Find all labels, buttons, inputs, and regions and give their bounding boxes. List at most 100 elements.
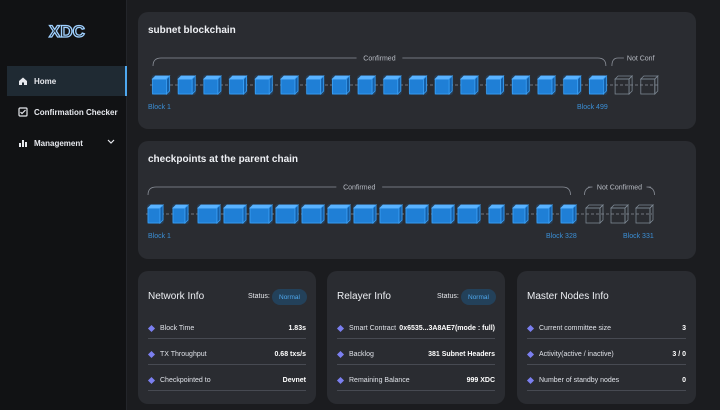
checkpoint-chain-visual: Confirmed Not Confirmed (146, 185, 655, 224)
confirmed-block[interactable] (305, 75, 325, 95)
confirmed-block[interactable] (177, 75, 197, 95)
row-value: 0.68 txs/s (274, 351, 306, 358)
row-value: 3 (682, 325, 686, 332)
row-key: Checkpointed to (160, 377, 211, 384)
sidebar-item-home[interactable]: Home (7, 66, 127, 96)
unconfirmed-checkpoint-block[interactable] (585, 204, 604, 224)
not-confirmed-bracket: Not Conf (611, 56, 655, 67)
confirmed-checkpoint-block[interactable] (431, 204, 455, 224)
row-key: Number of standby nodes (539, 377, 620, 384)
confirmed-block[interactable] (485, 75, 505, 95)
info-row: Backlog 381 Subnet Headers (336, 345, 495, 365)
confirmed-checkpoint-block[interactable] (379, 204, 403, 224)
confirmed-checkpoint-block[interactable] (223, 204, 247, 224)
confirmed-block[interactable] (511, 75, 531, 95)
confirmed-checkpoint-block[interactable] (147, 204, 164, 224)
master-nodes-info-card: Master Nodes Info Current committee size… (517, 271, 696, 404)
bullet-icon (147, 350, 156, 359)
bullet-icon (526, 350, 535, 359)
smart-contract-link[interactable]: 0x6535...3A8AE7(mode : full) (399, 325, 495, 332)
status-badge: Normal (272, 289, 307, 305)
confirmed-bracket: Confirmed (152, 56, 607, 67)
xdc-logo[interactable]: XDC (44, 20, 90, 42)
bullet-icon (147, 376, 156, 385)
confirmed-checkpoint-block[interactable] (353, 204, 377, 224)
confirmed-checkpoint-block[interactable] (275, 204, 299, 224)
row-key: TX Throughput (160, 351, 207, 358)
confirmed-block[interactable] (459, 75, 479, 95)
confirmed-block[interactable] (202, 75, 222, 95)
unconfirmed-checkpoint-block[interactable] (610, 204, 629, 224)
bullet-icon (526, 324, 535, 333)
not-confirmed-bracket: Not Confirmed (584, 185, 655, 196)
info-row: Block Time 1.83s (147, 319, 306, 339)
bullet-icon (336, 376, 345, 385)
last-block-label[interactable]: Block 331 (623, 233, 654, 240)
confirmed-block[interactable] (151, 75, 171, 95)
confirmed-block[interactable] (228, 75, 248, 95)
confirmed-block[interactable] (382, 75, 402, 95)
unconfirmed-block[interactable] (639, 75, 659, 95)
confirmed-block[interactable] (408, 75, 428, 95)
checkpoints-panel: checkpoints at the parent chain Confirme… (138, 141, 696, 259)
svg-text:Not Conf: Not Conf (627, 56, 655, 63)
row-value: Devnet (282, 377, 306, 384)
confirmed-bracket: Confirmed (147, 185, 571, 196)
row-key: Activity(active / inactive) (539, 351, 614, 358)
confirmed-checkpoint-block[interactable] (457, 204, 481, 224)
confirmed-checkpoint-block[interactable] (560, 204, 577, 224)
confirmed-block[interactable] (434, 75, 454, 95)
info-row: Remaining Balance 999 XDC (336, 371, 495, 391)
card-title: Master Nodes Info (527, 291, 609, 302)
info-row: Activity(active / inactive) 3 / 0 (526, 345, 686, 365)
card-title: Network Info (148, 291, 205, 302)
last-confirmed-block-label[interactable]: Block 328 (546, 233, 577, 240)
confirmed-block[interactable] (331, 75, 351, 95)
unconfirmed-block[interactable] (614, 75, 634, 95)
card-title: Relayer Info (337, 291, 391, 302)
confirmed-block[interactable] (254, 75, 274, 95)
status-label: Status: (437, 293, 459, 300)
info-row: Number of standby nodes 0 (526, 371, 686, 391)
confirmed-checkpoint-block[interactable] (405, 204, 429, 224)
row-value: 3 / 0 (672, 351, 686, 358)
confirmed-block[interactable] (537, 75, 556, 95)
confirmed-checkpoint-block[interactable] (488, 204, 505, 224)
svg-text:Confirmed: Confirmed (343, 185, 375, 192)
sidebar-item-label: Home (34, 76, 57, 86)
svg-text:Not Confirmed: Not Confirmed (597, 185, 642, 192)
sidebar-item-management[interactable]: Management (7, 128, 127, 158)
chevron-down-icon[interactable] (107, 139, 115, 145)
confirmed-checkpoint-block[interactable] (536, 204, 553, 224)
row-key: Backlog (349, 351, 374, 358)
confirmed-block[interactable] (562, 75, 582, 95)
first-block-label[interactable]: Block 1 (148, 104, 171, 111)
row-key: Block Time (160, 325, 195, 332)
confirmed-checkpoint-block[interactable] (172, 204, 189, 224)
confirmed-checkpoint-block[interactable] (512, 204, 529, 224)
confirmed-checkpoint-block[interactable] (197, 204, 221, 224)
info-row: Smart Contract 0x6535...3A8AE7(mode : fu… (336, 319, 495, 339)
confirmed-checkpoint-block[interactable] (301, 204, 325, 224)
checklist-icon (18, 107, 28, 117)
unconfirmed-checkpoint-block[interactable] (635, 204, 654, 224)
sidebar-item-confirmation-checker[interactable]: Confirmation Checker (7, 97, 127, 127)
confirmed-block[interactable] (357, 75, 377, 95)
first-block-label[interactable]: Block 1 (148, 233, 171, 240)
row-key: Smart Contract (349, 325, 397, 332)
confirmed-block[interactable] (280, 75, 299, 95)
sidebar: XDC Home Confirmation Checker Management (0, 0, 127, 410)
network-info-card: Network Info Status: Normal Block Time 1… (138, 271, 316, 404)
last-confirmed-block-label[interactable]: Block 499 (577, 104, 608, 111)
confirmed-block[interactable] (588, 75, 608, 95)
info-row: TX Throughput 0.68 txs/s (147, 345, 306, 365)
row-value: 999 XDC (466, 377, 495, 384)
row-value: 381 Subnet Headers (428, 351, 495, 358)
confirmed-checkpoint-block[interactable] (327, 204, 351, 224)
sidebar-item-label: Confirmation Checker (34, 107, 118, 117)
panel-title: subnet blockchain (148, 25, 236, 36)
confirmed-checkpoint-block[interactable] (249, 204, 273, 224)
row-value: 0 (682, 377, 686, 384)
row-key: Remaining Balance (349, 377, 410, 384)
bullet-icon (336, 350, 345, 359)
